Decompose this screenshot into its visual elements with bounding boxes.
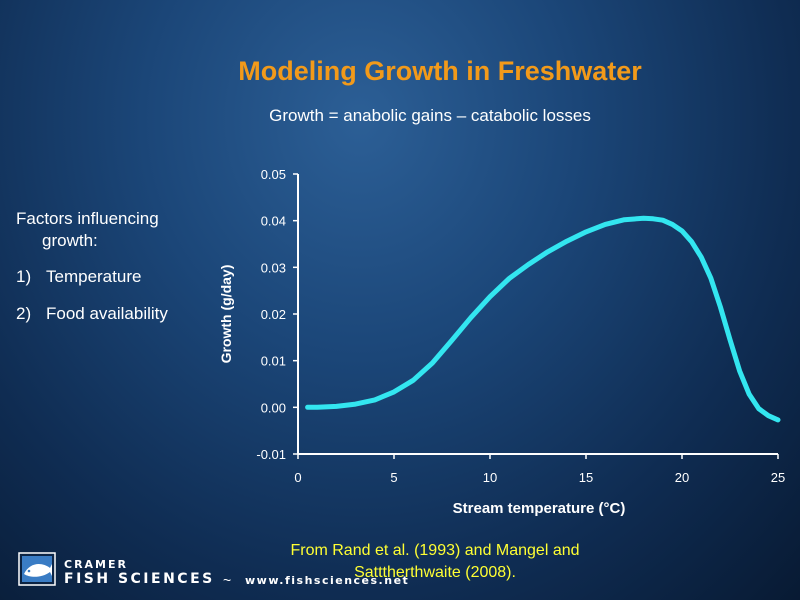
logo-wordmark-top: CRAMER <box>64 558 128 571</box>
factors-heading-line1: Factors influencing <box>16 209 159 228</box>
x-tick-label: 15 <box>579 470 593 485</box>
logo-wordmark-main: FISH SCIENCES <box>64 571 215 587</box>
factors-heading: Factors influencing growth: <box>16 208 216 252</box>
y-tick-label: 0.03 <box>261 260 286 275</box>
x-tick-label: 10 <box>483 470 497 485</box>
company-logo: CRAMER FISH SCIENCES ~ www.fishsciences.… <box>18 552 438 592</box>
y-tick-label: 0.02 <box>261 307 286 322</box>
x-axis-ticks: 0 5 10 15 20 25 <box>294 454 785 485</box>
y-tick-label: 0.05 <box>261 167 286 182</box>
citation-line2: Satttherthwaite (2008). <box>354 564 516 581</box>
citation-line1: From Rand et al. (1993) and Mangel and <box>290 542 580 559</box>
y-tick-label: 0.00 <box>261 400 286 415</box>
factor-number: 2) <box>16 304 32 323</box>
y-tick-label: -0.01 <box>256 447 286 462</box>
x-axis-label: Stream temperature (°C) <box>453 500 626 517</box>
slide-title: Modeling Growth in Freshwater <box>238 56 642 86</box>
chart-series <box>305 215 781 423</box>
y-tick-label: 0.04 <box>261 214 286 229</box>
logo-separator: ~ <box>223 572 232 588</box>
factors-list: Factors influencing growth: 1) Temperatu… <box>16 208 216 340</box>
factor-item-food: 2) Food availability <box>16 303 216 325</box>
x-tick-label: 0 <box>294 470 301 485</box>
y-axis-label: Growth (g/day) <box>218 265 234 364</box>
y-tick-label: 0.01 <box>261 354 286 369</box>
y-axis-ticks: -0.01 0.00 0.01 0.02 0.03 0.04 0.05 <box>256 167 298 462</box>
factors-heading-line2: growth: <box>42 231 98 250</box>
website-url: www.fishsciences.net <box>245 574 410 587</box>
factor-item-temperature: 1) Temperature <box>16 266 216 288</box>
growth-curve-line <box>305 215 781 423</box>
growth-equation: Growth = anabolic gains – catabolic loss… <box>269 106 591 125</box>
factor-label: Food availability <box>46 304 168 323</box>
x-tick-label: 5 <box>390 470 397 485</box>
chart-axes <box>297 174 778 455</box>
fish-logo-icon <box>18 552 56 586</box>
factor-number: 1) <box>16 267 32 286</box>
factor-label: Temperature <box>46 267 142 286</box>
citation: From Rand et al. (1993) and Mangel and S… <box>230 540 640 584</box>
x-tick-label: 20 <box>675 470 689 485</box>
x-tick-label: 25 <box>771 470 785 485</box>
